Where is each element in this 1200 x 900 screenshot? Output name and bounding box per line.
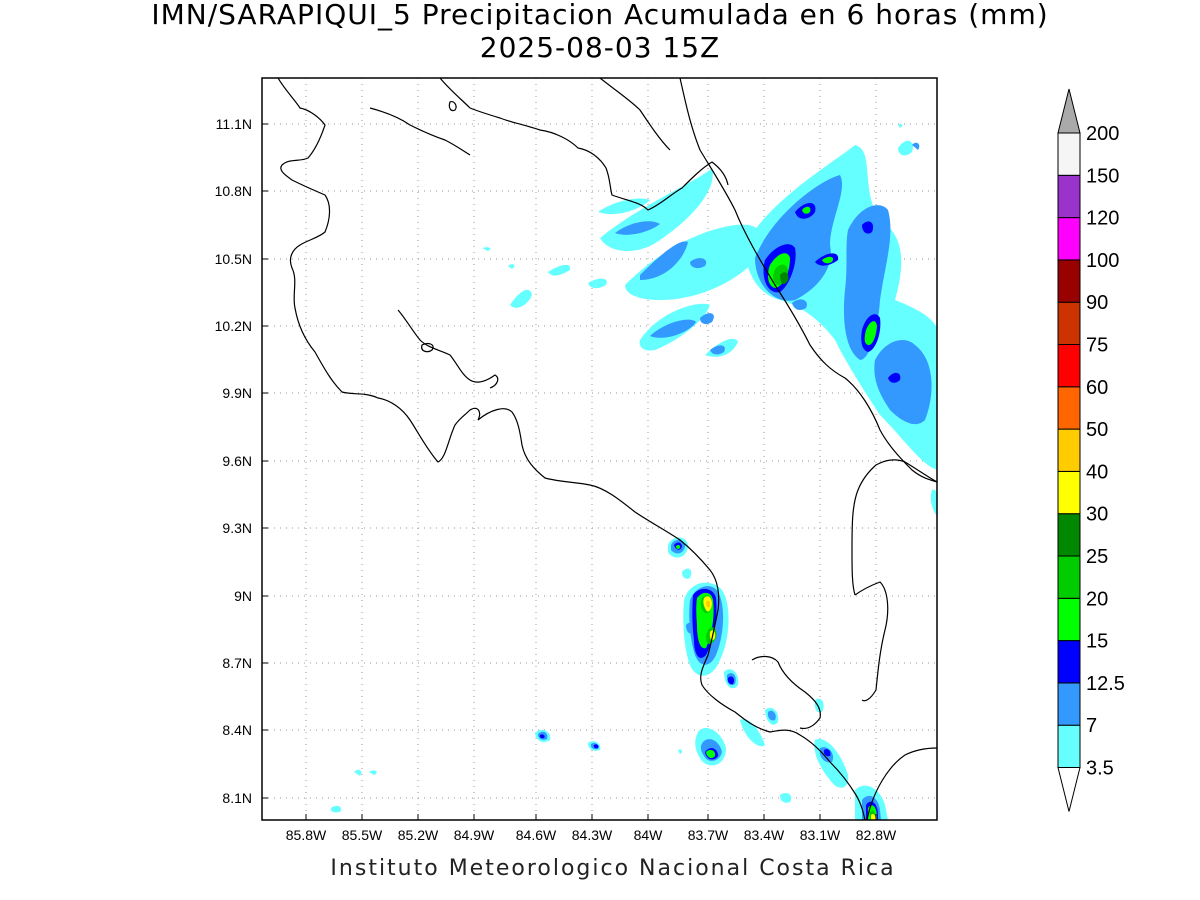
x-tick-label: 85.8W <box>286 827 327 843</box>
colorbar-label: 75 <box>1086 335 1108 357</box>
colorbar-swatch <box>1057 513 1081 557</box>
precipitation-field <box>330 123 937 820</box>
colorbar-swatch <box>1057 555 1081 599</box>
x-tick-label: 85.5W <box>342 827 383 843</box>
colorbar-label: 3.5 <box>1086 758 1114 780</box>
colorbar-label: 200 <box>1086 123 1119 145</box>
colorbar-swatch <box>1057 386 1081 430</box>
y-tick-label: 8.4N <box>222 722 252 738</box>
colorbar-label: 40 <box>1086 461 1108 483</box>
y-tick-label: 9.9N <box>222 385 252 401</box>
credit-footer: Instituto Meteorologico Nacional Costa R… <box>330 856 896 881</box>
grid-lines <box>262 78 937 820</box>
y-tick-label: 10.5N <box>215 251 252 267</box>
x-tick-label: 84.9W <box>454 827 495 843</box>
colorbar-swatch <box>1057 174 1081 219</box>
colorbar-swatch <box>1057 428 1081 472</box>
y-tick-label: 9.6N <box>222 453 252 469</box>
map-title: IMN/SARAPIQUI_5 Precipitacion Acumulada … <box>151 0 1049 31</box>
colorbar-label: 25 <box>1086 546 1108 568</box>
colorbar-label: 150 <box>1086 165 1119 187</box>
colorbar-swatch <box>1057 344 1081 388</box>
x-tick-label: 83.7W <box>688 827 729 843</box>
colorbar-label: 50 <box>1086 419 1108 441</box>
colorbar-swatch <box>1057 217 1081 261</box>
y-tick-label: 8.7N <box>222 655 252 671</box>
colorbar-label: 120 <box>1086 208 1119 230</box>
x-tick-label: 84.3W <box>572 827 613 843</box>
colorbar-label: 100 <box>1086 250 1119 272</box>
colorbar-swatch <box>1057 640 1081 684</box>
x-tick-label: 85.2W <box>398 827 439 843</box>
colorbar-label: 20 <box>1086 588 1108 610</box>
colorbar-label: 90 <box>1086 292 1108 314</box>
colorbar-swatch <box>1057 301 1081 346</box>
map-subtitle: 2025-08-03 15Z <box>479 31 721 64</box>
colorbar-label: 30 <box>1086 504 1108 526</box>
x-axis-labels: 85.8W 85.5W 85.2W 84.9W 84.6W 84.3W 84W … <box>286 827 897 843</box>
colorbar-min-arrow <box>1057 767 1081 812</box>
colorbar-label: 7 <box>1086 715 1097 737</box>
y-axis-labels: 11.1N 10.8N 10.5N 10.2N 9.9N 9.6N 9.3N 9… <box>215 116 252 806</box>
x-tick-label: 84W <box>634 827 664 843</box>
colorbar-label: 12.5 <box>1086 673 1125 695</box>
colorbar-swatch <box>1057 132 1081 176</box>
colorbar-swatch <box>1057 597 1081 642</box>
y-tick-label: 10.2N <box>215 318 252 334</box>
coastlines <box>277 78 937 820</box>
y-tick-label: 9N <box>234 588 252 604</box>
colorbar-swatch <box>1057 724 1081 769</box>
x-tick-label: 83.1W <box>800 827 841 843</box>
plot-frame <box>261 77 938 821</box>
colorbar-label: 60 <box>1086 377 1108 399</box>
x-tick-label: 84.6W <box>516 827 557 843</box>
colorbar-legend: 3.5 7 12.5 15 20 25 30 40 50 60 75 90 100 120 150 200 <box>1057 88 1125 812</box>
colorbar-label: 15 <box>1086 631 1108 653</box>
y-tick-label: 8.1N <box>222 790 252 806</box>
colorbar-swatch <box>1057 470 1081 515</box>
colorbar-swatch <box>1057 259 1081 303</box>
y-tick-label: 11.1N <box>216 116 252 132</box>
tick-marks <box>262 123 877 820</box>
colorbar-swatch <box>1057 682 1081 726</box>
y-tick-label: 10.8N <box>215 183 252 199</box>
colorbar-max-arrow <box>1057 88 1081 134</box>
x-tick-label: 82.8W <box>856 827 897 843</box>
y-tick-label: 9.3N <box>222 520 252 536</box>
x-tick-label: 83.4W <box>744 827 785 843</box>
